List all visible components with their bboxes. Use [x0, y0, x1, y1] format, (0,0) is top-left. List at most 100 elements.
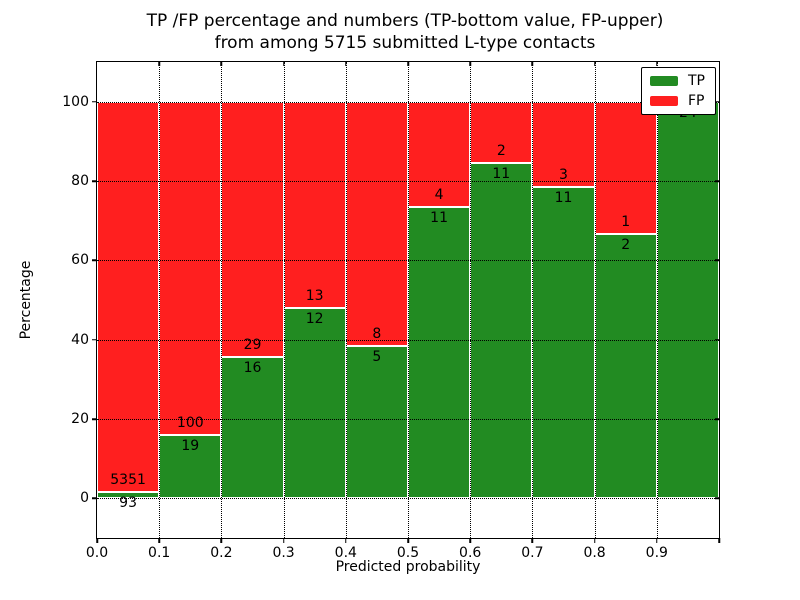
x-tick-2: [220, 538, 223, 543]
x-axis-label: Predicted probability: [335, 559, 481, 575]
bar-tp-segment-7: [532, 186, 595, 499]
y-tick-20: [92, 418, 97, 420]
fp-count-label-1: 100: [176, 414, 204, 431]
x-tick-7: [531, 538, 534, 543]
plot-area: 9353511910016291213581141121132124 0.00.…: [62, 61, 720, 561]
fp-count-label-3: 13: [305, 287, 324, 304]
gridline-y-60: [97, 260, 719, 262]
tp-count-label-3: 12: [305, 310, 324, 327]
x-tick-9: [656, 538, 658, 543]
value-labels-layer: 9353511910016291213581141121132124: [97, 62, 719, 538]
x-tick-top-1: [158, 62, 160, 66]
chart-title-line2: from among 5715 submitted L-type contact…: [214, 33, 596, 54]
x-tick-6: [469, 538, 471, 543]
x-tick-top-2: [220, 62, 223, 66]
bar-tp-segment-9: [656, 101, 719, 499]
gridline-y-20: [97, 419, 719, 420]
y-tick-right-0: [715, 497, 719, 500]
x-tick-0: [96, 538, 98, 543]
x-tick-4: [345, 538, 347, 543]
x-tick-label-0.4: 0.4: [334, 545, 357, 561]
x-tick-label-0.5: 0.5: [396, 545, 420, 561]
y-tick-label-100: 100: [62, 93, 89, 110]
chart-title-line1: TP /FP percentage and numbers (TP-bottom…: [146, 11, 664, 31]
gridline-x-0.3: [283, 62, 285, 538]
y-tick-0: [92, 497, 97, 500]
legend-item-fp: FP: [650, 94, 705, 108]
y-tick-40: [92, 338, 97, 341]
x-tick-5: [407, 538, 409, 543]
y-tick-right-80: [715, 180, 719, 182]
grid-layer: [97, 62, 719, 538]
x-tick-label-0.8: 0.8: [583, 545, 606, 561]
bar-fp-segment-6: [470, 101, 533, 163]
legend: TP FP: [641, 67, 716, 115]
fp-count-label-6: 2: [496, 142, 506, 159]
ticks-layer: 0.0 0.1 0.2 0.3 0.4 0.5 0.6 0.7 0.8 0.9 0 20 40 60 80 1…: [62, 62, 720, 561]
gridline-x-0.8: [594, 62, 596, 538]
fp-count-label-0: 5351: [110, 471, 146, 488]
fp-count-label-7: 3: [559, 166, 568, 183]
gridline-x-0.1: [159, 62, 161, 538]
gridline-x-0.2: [221, 62, 223, 538]
tp-count-label-2: 16: [243, 360, 262, 377]
fp-count-label-4: 8: [372, 325, 382, 342]
y-tick-100: [92, 100, 97, 103]
gridline-y-40: [97, 339, 719, 341]
bar-tp-segment-0: [97, 491, 160, 499]
bar-fp-segment-1: [159, 101, 222, 435]
y-tick-right-40: [715, 338, 719, 341]
tp-count-label-6: 11: [492, 165, 511, 182]
gridline-x-0.6: [470, 62, 472, 538]
tp-count-label-1: 19: [181, 437, 200, 454]
bar-tp-segment-2: [221, 357, 284, 499]
tp-count-label-0: 93: [119, 494, 137, 511]
bar-fp-segment-5: [408, 101, 471, 208]
x-tick-top-9: [656, 62, 658, 66]
x-tick-label-0.3: 0.3: [272, 545, 295, 561]
gridline-y-80: [97, 181, 719, 182]
x-tick-1: [158, 538, 160, 543]
x-tick-top-5: [407, 62, 409, 66]
gridline-x-0.7: [532, 62, 534, 538]
x-tick-top-8: [593, 62, 596, 66]
x-tick-3: [282, 538, 285, 543]
x-tick-top-3: [282, 62, 285, 66]
y-tick-label-20: 20: [71, 411, 89, 427]
bar-fp-segment-4: [345, 101, 408, 346]
y-tick-label-60: 60: [71, 252, 89, 269]
bars-layer: [97, 62, 719, 538]
x-tick-label-0.7: 0.7: [521, 545, 544, 561]
tp-legend-swatch: [650, 76, 678, 86]
x-tick-top-7: [531, 62, 534, 66]
y-tick-label-0: 0: [80, 490, 89, 507]
x-tick-label-0.1: 0.1: [148, 545, 171, 561]
bar-tp-segment-8: [594, 233, 657, 499]
y-tick-80: [92, 180, 97, 182]
tp-count-label-7: 11: [554, 189, 573, 206]
gridline-y-100: [97, 101, 719, 103]
y-tick-label-40: 40: [71, 331, 89, 348]
y-axis-label: Percentage: [18, 260, 34, 340]
bar-tp-segment-3: [283, 307, 346, 499]
chart-title: TP /FP percentage and numbers (TP-bottom…: [90, 10, 720, 55]
y-tick-right-100: [715, 100, 719, 103]
x-tick-top-4: [345, 62, 347, 66]
x-tick-label-0.0: 0.0: [85, 545, 109, 561]
x-tick-label-0.6: 0.6: [459, 545, 482, 561]
fp-count-label-8: 1: [621, 213, 631, 230]
x-tick-top-6: [469, 62, 471, 66]
y-tick-60: [92, 259, 97, 262]
bar-fp-segment-0: [97, 101, 160, 492]
tp-count-label-4: 5: [372, 348, 382, 365]
y-tick-right-60: [715, 259, 719, 262]
legend-item-tp: TP: [650, 74, 705, 88]
fp-count-label-5: 4: [434, 187, 444, 204]
gridline-x-0.9: [656, 62, 658, 538]
fp-count-label-2: 29: [243, 337, 262, 354]
bar-tp-segment-4: [345, 345, 408, 499]
tp-legend-label: TP: [688, 73, 705, 89]
gridline-x-0.5: [408, 62, 409, 538]
tp-count-label-5: 11: [430, 210, 448, 227]
